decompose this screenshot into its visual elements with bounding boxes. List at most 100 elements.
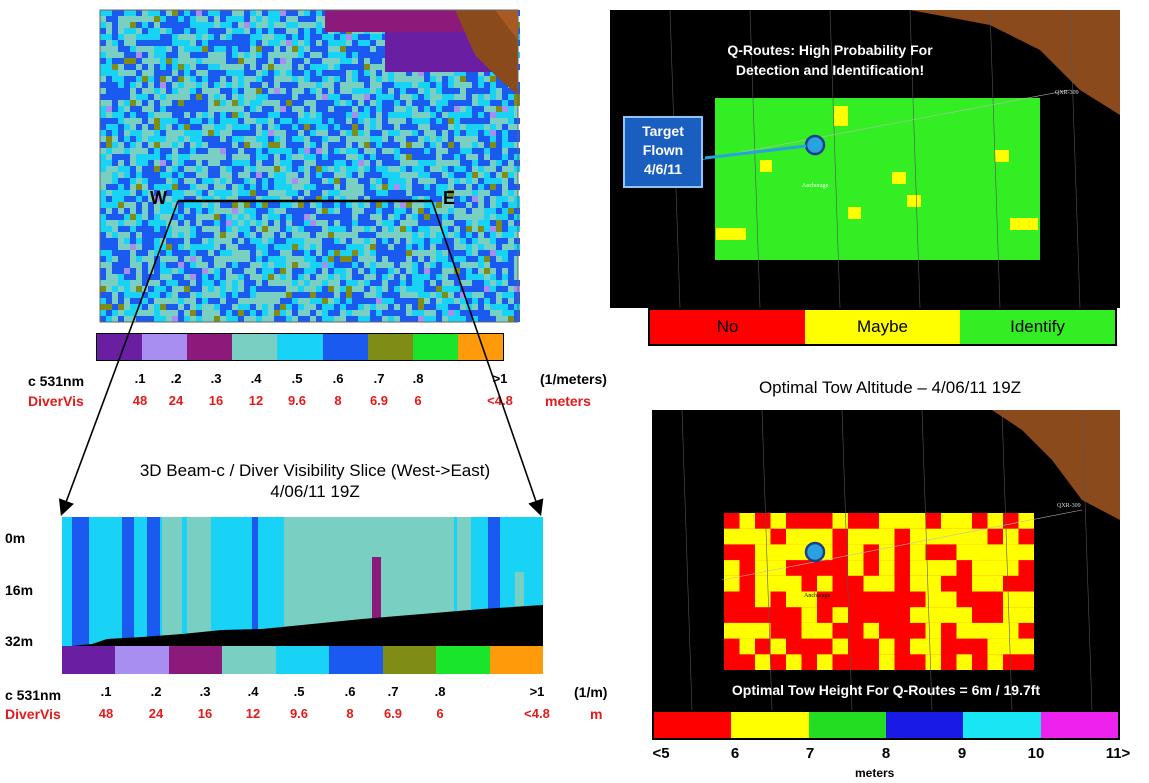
- map-cell: [484, 148, 490, 154]
- map-cell: [112, 34, 118, 40]
- map-cell: [460, 256, 466, 262]
- map-cell: [196, 88, 202, 94]
- map-cell: [172, 196, 178, 202]
- map-cell: [376, 148, 382, 154]
- map-cell: [466, 94, 472, 100]
- map-cell: [172, 22, 178, 28]
- map-cell: [256, 232, 262, 238]
- map-cell: [214, 220, 220, 226]
- map-cell: [190, 46, 196, 52]
- map-cell: [496, 178, 502, 184]
- map-cell: [514, 286, 520, 292]
- map-cell: [418, 118, 424, 124]
- map-cell: [316, 196, 322, 202]
- map-cell: [112, 22, 118, 28]
- map-cell: [496, 196, 502, 202]
- map-cell: [268, 202, 274, 208]
- map-cell: [292, 112, 298, 118]
- slice-feature: [515, 572, 524, 612]
- map-cell: [412, 310, 418, 316]
- map-cell: [424, 136, 430, 142]
- map-cell: [358, 316, 364, 322]
- map-cell: [184, 214, 190, 220]
- altitude-cell: [910, 528, 926, 545]
- map-cell: [352, 124, 358, 130]
- map-cell: [196, 208, 202, 214]
- map-cell: [442, 178, 448, 184]
- map-cell: [256, 16, 262, 22]
- map-cell: [472, 316, 478, 322]
- map-cell: [394, 130, 400, 136]
- map-cell: [478, 76, 484, 82]
- map-cell: [424, 208, 430, 214]
- map-cell: [310, 16, 316, 22]
- map-cell: [280, 262, 286, 268]
- map-cell: [448, 214, 454, 220]
- map-cell: [154, 28, 160, 34]
- map-cell: [478, 82, 484, 88]
- map-cell: [388, 202, 394, 208]
- map-cell: [370, 154, 376, 160]
- map-cell: [448, 304, 454, 310]
- map-cell: [184, 262, 190, 268]
- map-cell: [310, 262, 316, 268]
- map-cell: [478, 220, 484, 226]
- map-cell: [382, 142, 388, 148]
- map-cell: [442, 82, 448, 88]
- map-cell: [454, 178, 460, 184]
- map-cell: [400, 298, 406, 304]
- map-cell: [268, 208, 274, 214]
- map-cell: [316, 172, 322, 178]
- map-cell: [478, 226, 484, 232]
- slice-title: 3D Beam-c / Diver Visibility Slice (West…: [80, 460, 550, 502]
- map-cell: [388, 76, 394, 82]
- map-cell: [250, 250, 256, 256]
- map-cell: [232, 112, 238, 118]
- map-cell: [208, 46, 214, 52]
- map-cell: [340, 154, 346, 160]
- map-cell: [448, 310, 454, 316]
- map-cell: [196, 52, 202, 58]
- map-cell: [274, 118, 280, 124]
- map-cell: [112, 106, 118, 112]
- map-cell: [448, 94, 454, 100]
- legend-row2-unit: meters: [545, 393, 591, 409]
- map-cell: [214, 142, 220, 148]
- map-cell: [508, 130, 514, 136]
- map-cell: [442, 100, 448, 106]
- map-cell: [508, 268, 514, 274]
- map-cell: [106, 118, 112, 124]
- map-cell: [190, 94, 196, 100]
- map-cell: [124, 88, 130, 94]
- map-cell: [400, 148, 406, 154]
- map-cell: [364, 46, 370, 52]
- map-cell: [184, 292, 190, 298]
- map-cell: [172, 64, 178, 70]
- map-cell: [310, 142, 316, 148]
- map-cell: [292, 166, 298, 172]
- altitude-cell: [879, 638, 895, 655]
- map-cell: [400, 124, 406, 130]
- map-cell: [328, 130, 334, 136]
- map-cell: [244, 52, 250, 58]
- map-cell: [238, 304, 244, 310]
- map-cell: [376, 106, 382, 112]
- map-cell: [274, 238, 280, 244]
- map-cell: [268, 184, 274, 190]
- map-cell: [334, 88, 340, 94]
- target-pointer: [704, 144, 807, 160]
- route-line: [699, 89, 1071, 161]
- map-cell: [100, 130, 106, 136]
- map-cell: [418, 274, 424, 280]
- map-cell: [142, 160, 148, 166]
- map-cell: [190, 76, 196, 82]
- map-cell: [292, 160, 298, 166]
- map-cell: [136, 160, 142, 166]
- map-cell: [490, 226, 496, 232]
- map-cell: [172, 118, 178, 124]
- map-cell: [142, 196, 148, 202]
- map-cell: [232, 208, 238, 214]
- altitude-cell: [925, 528, 941, 545]
- altitude-cell: [879, 544, 895, 561]
- map-cell: [496, 214, 502, 220]
